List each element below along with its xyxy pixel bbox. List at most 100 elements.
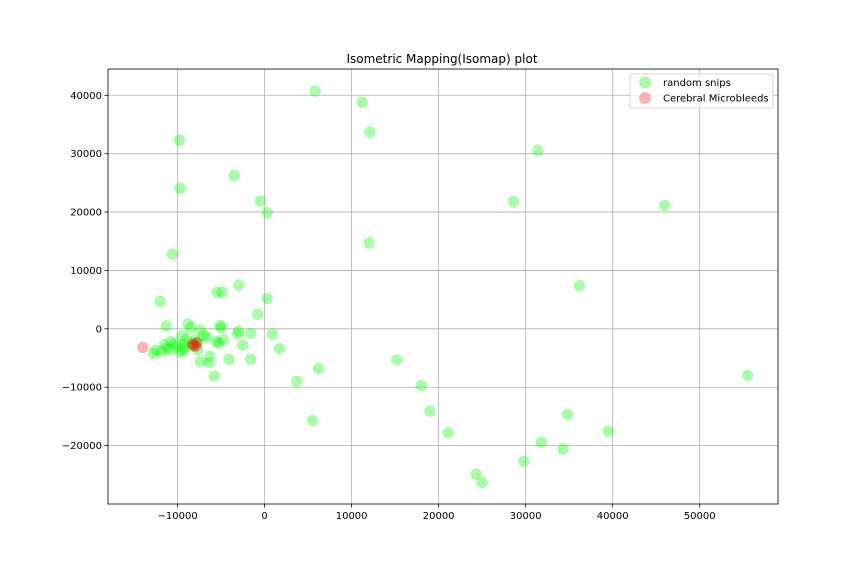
- data-point: [137, 341, 149, 354]
- grid-lines: [108, 69, 778, 504]
- data-point: [557, 443, 569, 455]
- y-tick-label: −10000: [62, 383, 102, 394]
- data-point: [214, 319, 226, 332]
- data-point: [476, 476, 488, 489]
- data-point: [186, 340, 199, 353]
- data-point: [178, 338, 191, 350]
- data-point: [741, 369, 754, 382]
- data-point: [190, 340, 202, 353]
- data-point: [188, 339, 200, 351]
- x-tick-label: −10000: [158, 511, 198, 522]
- data-point: [659, 199, 671, 212]
- data-point: [212, 337, 225, 349]
- data-point: [211, 335, 223, 348]
- data-point: [244, 353, 257, 365]
- data-point: [180, 333, 193, 346]
- legend-marker-cerebral-microbleeds: [639, 92, 651, 104]
- y-tick-label: 30000: [70, 149, 102, 160]
- data-point: [166, 248, 179, 260]
- data-point: [160, 320, 173, 332]
- series-random-snips: [147, 85, 754, 489]
- data-point: [228, 169, 240, 182]
- data-point: [184, 321, 197, 334]
- y-tick-label: −20000: [62, 441, 102, 452]
- data-point: [266, 328, 279, 340]
- data-point: [507, 195, 520, 208]
- data-point: [356, 96, 368, 109]
- y-tick-label: 0: [96, 324, 102, 335]
- data-point: [363, 237, 375, 249]
- data-point: [217, 334, 230, 346]
- data-point: [232, 279, 245, 291]
- legend: random snips Cerebral Microbleeds: [629, 73, 774, 109]
- data-point: [312, 362, 325, 375]
- data-point: [518, 455, 530, 468]
- data-point: [215, 321, 227, 334]
- data-point: [204, 350, 216, 363]
- x-tick-label: 30000: [510, 511, 542, 522]
- data-point: [251, 308, 264, 320]
- data-point: [244, 327, 257, 340]
- legend-box: [629, 73, 774, 109]
- chart-title: Isometric Mapping(Isomap) plot: [346, 52, 537, 66]
- data-point: [189, 334, 201, 346]
- data-point: [254, 195, 267, 207]
- data-point: [391, 354, 403, 366]
- data-point: [203, 356, 215, 369]
- data-point: [163, 344, 175, 356]
- series-cerebral-microbleeds: [137, 337, 203, 354]
- data-point: [470, 468, 482, 480]
- data-point: [170, 341, 183, 353]
- data-point: [364, 126, 376, 138]
- data-point: [194, 324, 206, 336]
- x-tick-label: 40000: [597, 511, 629, 522]
- data-point: [442, 427, 454, 439]
- data-point: [161, 342, 173, 354]
- data-point: [535, 436, 548, 448]
- data-point: [573, 279, 586, 292]
- data-point: [155, 345, 167, 358]
- x-tick-label: 50000: [684, 511, 716, 522]
- data-point: [186, 338, 199, 350]
- data-point: [173, 346, 186, 358]
- x-tick-label: 0: [261, 511, 267, 522]
- x-tick-label: 20000: [423, 511, 455, 522]
- data-point: [231, 328, 244, 340]
- data-point: [201, 331, 213, 344]
- legend-label-random-snips: random snips: [663, 78, 731, 89]
- data-point: [216, 286, 228, 298]
- data-point: [561, 408, 574, 421]
- data-point: [194, 355, 206, 368]
- y-tick-label: 40000: [70, 91, 102, 102]
- data-point: [306, 414, 319, 427]
- data-point: [261, 292, 273, 305]
- data-point: [150, 344, 162, 357]
- data-point: [291, 375, 303, 388]
- data-point: [164, 335, 177, 348]
- y-tick-label: 10000: [70, 266, 102, 277]
- legend-label-cerebral-microbleeds: Cerebral Microbleeds: [663, 94, 769, 105]
- data-point: [211, 286, 223, 299]
- data-point: [309, 85, 321, 97]
- data-point: [154, 295, 166, 308]
- data-point: [177, 344, 189, 357]
- data-point: [169, 337, 181, 350]
- data-point: [602, 425, 615, 437]
- data-point: [176, 330, 188, 342]
- data-point: [182, 318, 194, 330]
- legend-marker-random-snips: [639, 76, 651, 89]
- data-point: [223, 353, 235, 365]
- plot-frame: [107, 68, 779, 505]
- data-point: [178, 342, 191, 354]
- y-axis-ticks: −20000 −10000 0 10000 20000 30000 40000: [62, 91, 108, 452]
- data-point: [261, 206, 273, 219]
- data-point: [237, 339, 249, 351]
- data-point: [174, 182, 186, 194]
- data-point: [191, 337, 203, 349]
- data-point: [424, 405, 436, 417]
- y-tick-label: 20000: [70, 208, 102, 219]
- data-point: [208, 370, 220, 382]
- data-point: [415, 379, 427, 392]
- data-point: [532, 144, 544, 157]
